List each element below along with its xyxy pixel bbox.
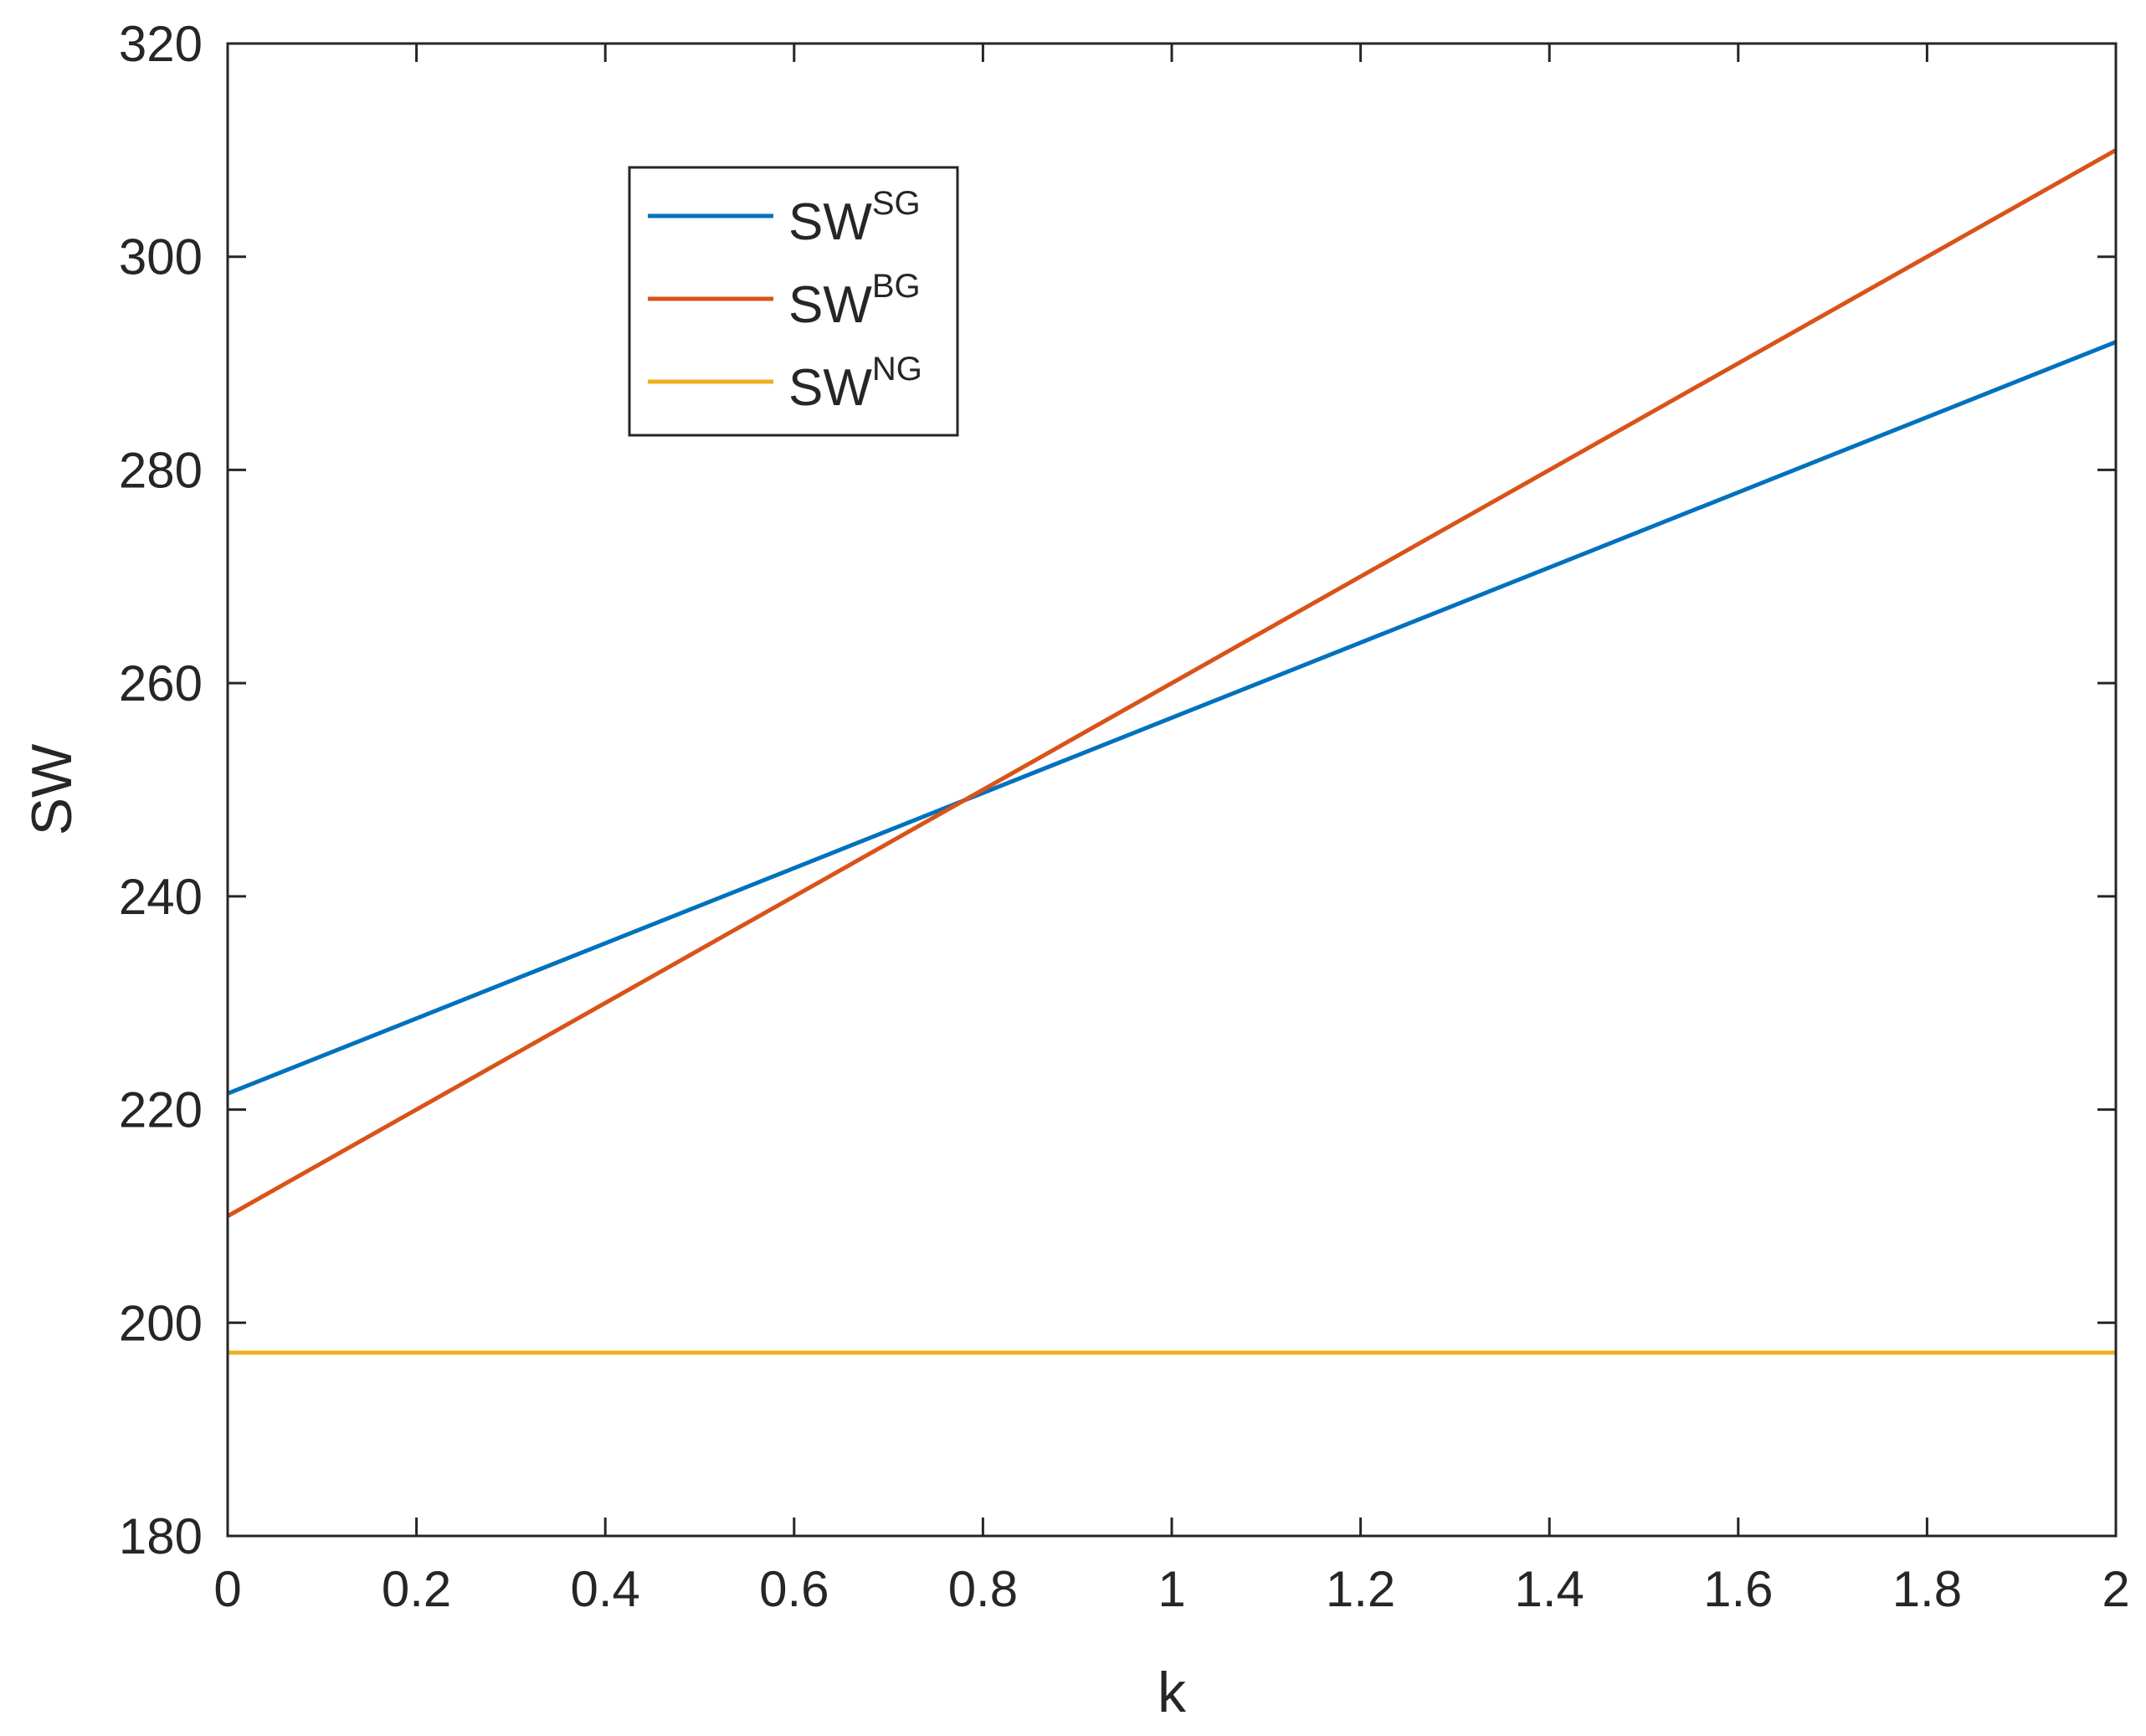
- series-layer: [226, 148, 2118, 1355]
- x-tick-label: 0.6: [759, 1561, 829, 1617]
- x-tick-label: 0.2: [382, 1561, 451, 1617]
- x-tick-label: 1: [1158, 1561, 1185, 1617]
- legend-label-superscript-ng: NG: [872, 351, 922, 388]
- x-tick-label: 1.6: [1703, 1561, 1773, 1617]
- y-tick-label: 180: [119, 1508, 203, 1564]
- x-tick-label: 1.2: [1326, 1561, 1395, 1617]
- y-tick-label: 220: [119, 1082, 203, 1138]
- x-axis-label: k: [1158, 1661, 1187, 1724]
- legend-box: [628, 166, 959, 437]
- x-tick-label: 1.4: [1514, 1561, 1584, 1617]
- legend-label-superscript-sg: SG: [872, 185, 921, 222]
- y-tick-label: 320: [119, 16, 203, 72]
- legend-label-sg: SWSG: [788, 185, 921, 251]
- plot-area: [228, 44, 2116, 1536]
- legend-label-superscript-bg: BG: [872, 268, 921, 305]
- plot-background: [228, 44, 2116, 1536]
- y-tick-label: 300: [119, 229, 203, 285]
- y-tick-label: 280: [119, 442, 203, 498]
- y-tick-label: 200: [119, 1295, 203, 1351]
- series-line-sg: [227, 340, 2117, 1096]
- y-axis-label: SW: [20, 744, 84, 836]
- x-tick-label: 2: [2102, 1561, 2129, 1617]
- x-tick-label: 1.8: [1892, 1561, 1962, 1617]
- series-line-bg: [226, 148, 2118, 1219]
- y-tick-label: 260: [119, 655, 203, 711]
- x-tick-label: 0: [213, 1561, 241, 1617]
- x-tick-label: 0.4: [570, 1561, 639, 1617]
- y-tick-label: 240: [119, 869, 203, 925]
- ticks-layer: 0 0.2 0.4 0.6 0.8 1 1.2 1.4 1.6 1.8 2 180 200 220 240 2…: [119, 16, 2130, 1617]
- x-tick-label: 0.8: [948, 1561, 1018, 1617]
